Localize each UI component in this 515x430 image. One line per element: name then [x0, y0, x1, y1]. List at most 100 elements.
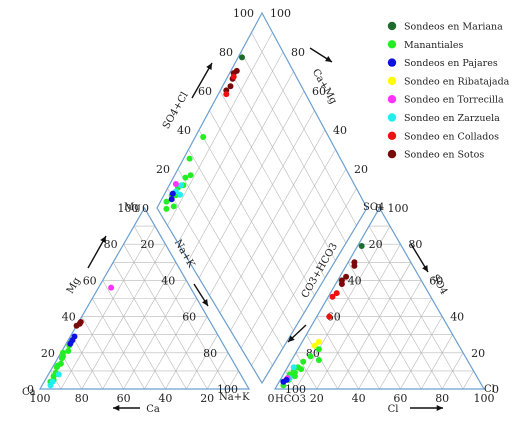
nak-arrow-head	[202, 299, 208, 306]
so4cl-arrow-line	[191, 62, 213, 99]
diamond-so4cl-tick: 80	[219, 46, 233, 59]
data-point	[351, 262, 358, 269]
cation-ca-tick: 100	[30, 392, 51, 405]
legend: Sondeos en Mariana Manantiales Sondeos en …	[387, 22, 510, 161]
legend-marker	[387, 149, 397, 159]
anion-so4-tick: 40	[450, 311, 464, 324]
grid-layer	[50, 32, 474, 390]
cation-triangle-gridline	[71, 334, 103, 390]
data-point	[186, 155, 193, 162]
cation-triangle-gridline	[60, 225, 156, 390]
cation-triangle-gridline	[227, 370, 239, 390]
data-point	[55, 371, 62, 378]
cation-nak-corner-label: Na+K	[219, 392, 250, 403]
cation-mg-tick: 80	[104, 238, 118, 251]
data-point	[298, 366, 305, 373]
anion-so4-tick: 100	[388, 202, 409, 215]
cation-triangle-gridline	[91, 298, 145, 390]
data-point	[60, 349, 66, 356]
data-point	[177, 191, 184, 198]
anion-cl-tick: 20	[310, 392, 324, 405]
diamond-gridline	[240, 168, 347, 349]
cation-nak-tick: 40	[161, 274, 175, 287]
anion-cl-tick: 80	[435, 392, 449, 405]
diamond-camg-tick: 20	[354, 163, 368, 176]
data-point	[227, 83, 234, 90]
anion-triangle-gridline	[295, 225, 391, 390]
data-point	[283, 376, 290, 383]
anion-hco3-corner-label: HCO3	[275, 394, 306, 405]
anion-so4-corner-label: SO4	[363, 202, 384, 213]
ca-arrow-head	[113, 404, 120, 412]
data-point	[108, 284, 115, 291]
diamond-camg-tick: 0	[375, 202, 382, 215]
data-point	[307, 353, 314, 360]
data-point	[290, 364, 297, 371]
cl-arrow-head	[436, 404, 443, 412]
legend-label: Sondeo en Torrecilla	[404, 95, 504, 106]
cation-mg-axis-label: Mg	[65, 275, 83, 295]
anion-triangle-gridline	[462, 370, 474, 390]
data-point	[239, 54, 245, 61]
anion-triangle-gridline	[368, 225, 464, 390]
anion-cl-tick: 40	[352, 392, 366, 405]
legend-marker	[387, 40, 397, 49]
cation-nak-tick: 100	[217, 383, 238, 396]
data-point	[329, 293, 336, 300]
cation-triangle-gridline	[133, 225, 229, 390]
legend-label: Sondeo en Sotos	[404, 150, 484, 161]
data-point	[315, 338, 322, 345]
diamond-camg-tick: 60	[312, 85, 326, 98]
anion-cl-tick: 0	[268, 392, 275, 405]
cation-ca-tick: 20	[200, 392, 214, 405]
cation-triangle-gridline	[186, 334, 218, 390]
data-point	[223, 91, 230, 98]
cation-mg-tick: 20	[41, 347, 55, 360]
direction-arrows	[87, 47, 443, 412]
cation-triangle-gridline	[81, 244, 166, 390]
data-point	[338, 281, 345, 287]
data-point	[291, 369, 298, 376]
cation-ca-corner-label: Ca	[22, 387, 36, 398]
diamond-camg-tick: 40	[333, 124, 347, 137]
cation-mg-corner-label: Mg	[124, 202, 141, 213]
anion-triangle-gridline	[306, 334, 338, 390]
cation-ca-tick: 40	[158, 392, 172, 405]
anion-so4-tick: 0	[492, 383, 499, 396]
diamond-gridline	[251, 188, 357, 366]
anion-so4-tick: 60	[429, 274, 443, 287]
cation-triangle-frame	[38, 206, 251, 390]
so4cl-arrow-head	[206, 63, 212, 70]
diamond-camg-tick: 80	[291, 46, 305, 59]
diamond-gridline	[219, 129, 326, 314]
cation-ca-tick: 60	[117, 392, 131, 405]
diamond-gridline	[240, 51, 347, 244]
data-point	[168, 196, 175, 203]
data-point	[169, 190, 176, 197]
data-point	[315, 346, 322, 353]
diamond-frame	[156, 11, 368, 385]
diamond-so4cl-tick: 0	[142, 202, 149, 215]
diamond-gridline	[251, 32, 357, 226]
legend-marker	[387, 76, 397, 86]
data-points	[47, 54, 365, 389]
cation-nak-tick: 20	[140, 238, 154, 251]
cation-ca-tick: 80	[75, 392, 89, 405]
anion-triangle-gridline	[337, 262, 412, 390]
cation-triangle-gridline	[144, 298, 198, 390]
anion-hco3-tick: 100	[285, 383, 306, 396]
cation-mg-tick: 60	[83, 274, 97, 287]
legend-label: Manantiales	[404, 40, 463, 51]
data-point	[49, 378, 56, 385]
anion-cl-axis-label: Cl	[388, 404, 399, 415]
triangle-frames	[38, 11, 486, 390]
anion-cl-tick: 100	[474, 392, 495, 405]
diamond-so4cl-tick: 20	[156, 163, 170, 176]
data-point	[57, 360, 64, 367]
data-point	[230, 73, 237, 80]
data-point	[182, 174, 189, 181]
diamond-gridline	[209, 110, 315, 296]
